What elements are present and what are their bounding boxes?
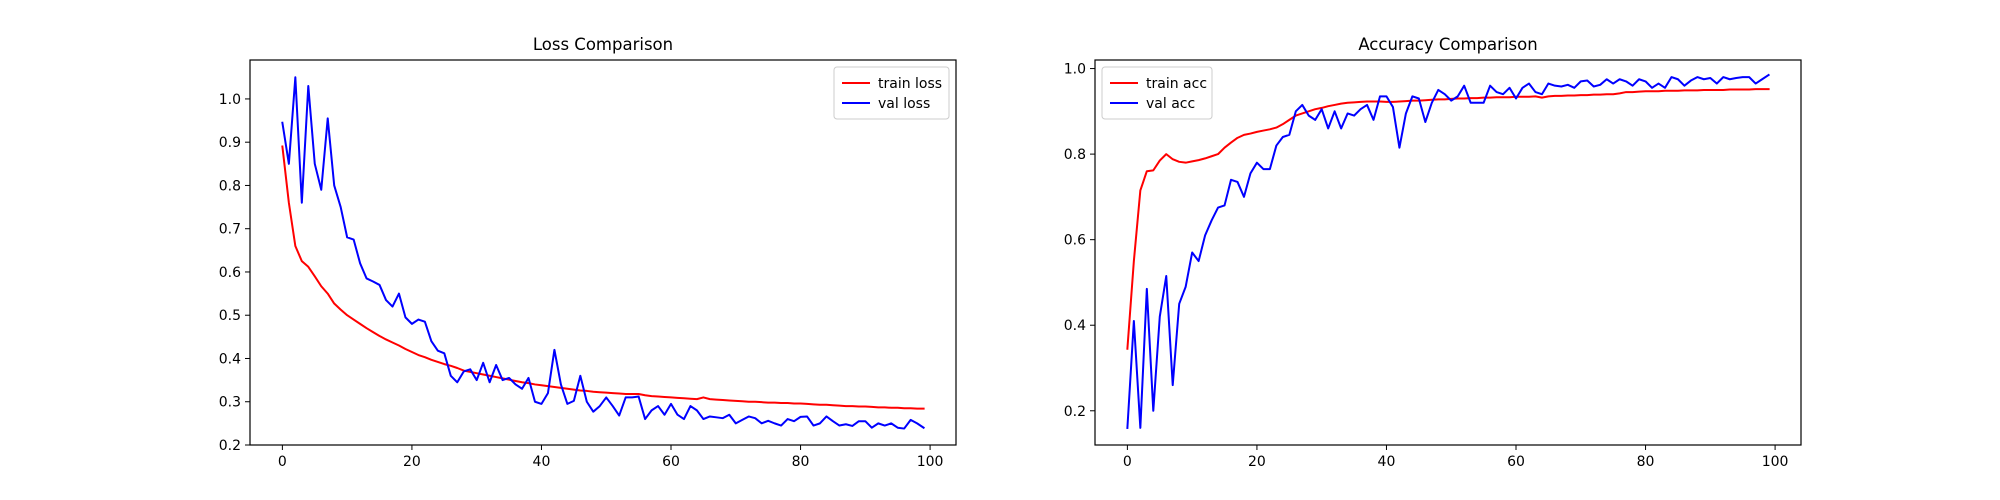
y-tick-label: 0.2: [219, 438, 241, 454]
series-line-train-loss: [281, 145, 925, 410]
legend: train acc val acc: [1101, 66, 1213, 120]
chart-title: Loss Comparison: [533, 35, 673, 54]
x-tick-label: 0: [1123, 454, 1132, 470]
x-tick-label: 20: [403, 454, 421, 470]
legend-box: [833, 66, 950, 120]
y-tick-label: 0.4: [1064, 318, 1086, 334]
y-tick-label: 0.6: [219, 265, 241, 281]
y-tick-label: 0.3: [219, 395, 241, 411]
chart-title: Accuracy Comparison: [1358, 35, 1537, 54]
x-tick-label: 60: [662, 454, 680, 470]
series-line-val-acc: [1126, 73, 1770, 429]
x-tick-label: 40: [1378, 454, 1396, 470]
x-tick-label: 60: [1507, 454, 1525, 470]
series-line-train-acc: [1126, 88, 1770, 350]
legend-label: train loss: [878, 76, 942, 92]
plot-frame: [249, 59, 957, 446]
y-tick-label: 0.2: [1064, 404, 1086, 420]
legend-label: val loss: [878, 96, 930, 112]
legend-label: train acc: [1146, 76, 1207, 92]
legend: train loss val loss: [833, 66, 950, 120]
legend-box: [1101, 66, 1213, 120]
x-tick-label: 0: [278, 454, 287, 470]
x-tick-label: 100: [917, 454, 944, 470]
y-tick-label: 0.9: [219, 135, 241, 151]
series-line-val-loss: [281, 76, 925, 430]
y-tick-label: 0.4: [219, 351, 241, 367]
y-tick-label: 0.5: [219, 308, 241, 324]
plot-frame: [1094, 59, 1802, 446]
y-tick-label: 1.0: [219, 92, 241, 108]
x-tick-label: 100: [1762, 454, 1789, 470]
legend-label: val acc: [1146, 96, 1195, 112]
chart-loss: Loss Comparison 0 20 40 60 80 100 0.2 0.3 0.4 0.5 0…: [219, 35, 957, 470]
y-tick-label: 1.0: [1064, 62, 1086, 78]
x-tick-label: 80: [1637, 454, 1655, 470]
y-tick-label: 0.6: [1064, 233, 1086, 249]
y-tick-label: 0.7: [219, 222, 241, 238]
x-tick-label: 40: [533, 454, 551, 470]
x-tick-label: 20: [1248, 454, 1266, 470]
chart-accuracy: Accuracy Comparison 0 20 40 60 80 100 0.2 0.4 0.6…: [1064, 35, 1802, 470]
y-tick-label: 0.8: [1064, 147, 1086, 163]
y-tick-label: 0.8: [219, 178, 241, 194]
x-tick-label: 80: [792, 454, 810, 470]
